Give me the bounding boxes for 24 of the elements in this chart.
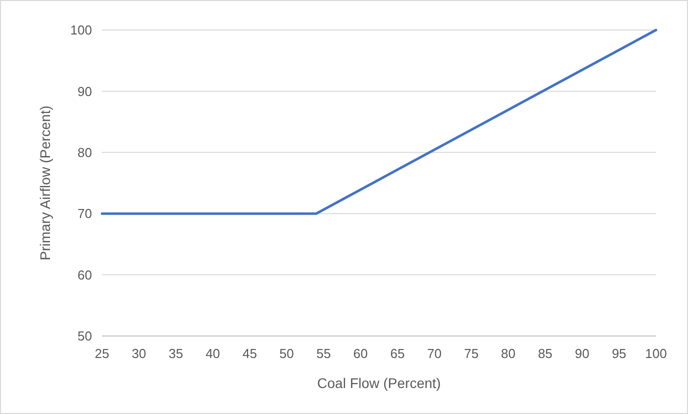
- x-tick-label: 55: [316, 346, 331, 361]
- y-tick-label: 100: [70, 22, 92, 38]
- y-axis-title: Primary Airflow (Percent): [37, 106, 53, 260]
- x-axis-title: Coal Flow (Percent): [317, 375, 441, 391]
- y-tick-label: 90: [78, 84, 92, 99]
- y-tick-label: 60: [78, 267, 92, 282]
- x-tick-label: 35: [168, 346, 184, 361]
- x-tick-label: 90: [574, 346, 590, 361]
- y-tick-label: 50: [78, 328, 92, 344]
- x-tick-label: 95: [612, 346, 626, 361]
- x-tick-label: 100: [645, 346, 667, 361]
- x-tick-label: 80: [501, 346, 516, 361]
- x-tick-label: 85: [538, 346, 552, 361]
- x-tick-label: 40: [206, 346, 220, 361]
- x-tick-label: 60: [353, 346, 368, 361]
- x-tick-label: 50: [279, 346, 294, 361]
- y-tick-label: 80: [78, 144, 92, 160]
- x-tick-label: 30: [132, 346, 146, 361]
- x-tick-label: 25: [94, 346, 110, 361]
- x-tick-label: 70: [427, 346, 442, 361]
- y-tick-label: 70: [78, 206, 92, 222]
- x-tick-label: 75: [464, 346, 479, 361]
- x-tick-label: 45: [242, 346, 257, 361]
- x-tick-label: 65: [390, 346, 405, 361]
